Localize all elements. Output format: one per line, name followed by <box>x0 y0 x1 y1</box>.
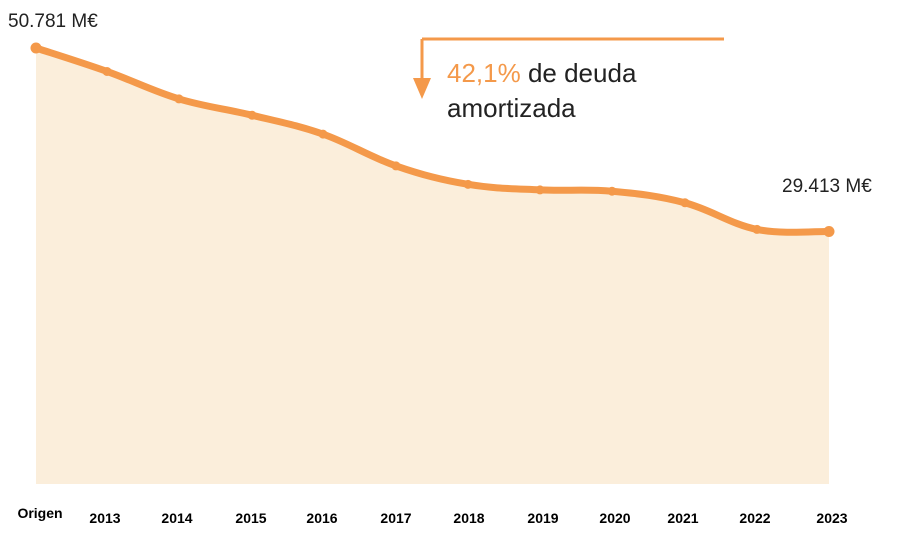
x-tick-label-2020: 2020 <box>599 510 630 526</box>
x-tick-label-2018: 2018 <box>453 510 484 526</box>
end-value-label: 29.413 M€ <box>782 176 872 197</box>
data-point-2022 <box>752 224 762 234</box>
annotation-line-1-text: de deuda <box>521 58 637 88</box>
x-tick-label-2022: 2022 <box>739 510 770 526</box>
annotation-line-1: 42,1% de deuda <box>447 58 637 88</box>
x-tick-label-2015: 2015 <box>235 510 266 526</box>
x-tick-label-2016: 2016 <box>306 510 337 526</box>
data-point-2016 <box>318 129 328 139</box>
annotation-highlight-percent: 42,1% <box>447 58 521 88</box>
data-point-2014 <box>174 94 184 104</box>
start-value-label: 50.781 M€ <box>8 11 98 32</box>
data-point-2020 <box>607 186 617 196</box>
x-tick-label-2019: 2019 <box>527 510 558 526</box>
series-line <box>32 44 833 236</box>
data-point-2019 <box>535 185 545 195</box>
data-point-2021 <box>680 198 690 208</box>
data-point-2015 <box>247 110 257 120</box>
down-arrow-icon <box>413 78 431 99</box>
data-point-Origen <box>30 42 42 54</box>
x-tick-labels: Origen 2013 2014 2015 2016 2017 2018 2019 2020 20… <box>17 505 847 526</box>
x-tick-label-Origen: Origen <box>17 505 62 521</box>
data-point-2017 <box>391 161 401 171</box>
x-tick-label-2023: 2023 <box>816 510 847 526</box>
annotation-line-2: amortizada <box>447 93 576 123</box>
x-tick-label-2014: 2014 <box>161 510 192 526</box>
area-fill <box>36 48 829 484</box>
data-point-2018 <box>463 179 473 189</box>
x-tick-label-2017: 2017 <box>380 510 411 526</box>
amortization-annotation: 42,1% de deuda amortizada <box>413 37 724 123</box>
x-tick-label-2013: 2013 <box>89 510 120 526</box>
data-points <box>30 42 835 237</box>
data-point-2013 <box>102 66 112 76</box>
x-tick-label-2021: 2021 <box>667 510 698 526</box>
data-point-2023 <box>823 225 835 237</box>
